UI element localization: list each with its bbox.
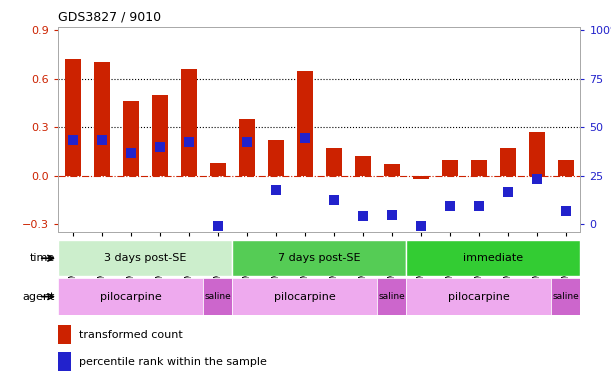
Text: transformed count: transformed count (79, 330, 183, 340)
Text: pilocarpine: pilocarpine (448, 291, 510, 302)
Bar (239, 119, 255, 176)
Bar (152, 95, 167, 176)
Bar (93, 63, 109, 176)
Bar (413, 176, 429, 179)
Text: 3 days post-SE: 3 days post-SE (104, 253, 186, 263)
Bar (355, 156, 371, 176)
Bar (297, 71, 313, 176)
Bar (65, 59, 81, 176)
Text: time: time (30, 253, 55, 263)
Bar (232, 240, 406, 276)
Text: percentile rank within the sample: percentile rank within the sample (79, 357, 267, 367)
Text: saline: saline (552, 292, 579, 301)
Text: GDS3827 / 9010: GDS3827 / 9010 (58, 10, 161, 23)
Text: pilocarpine: pilocarpine (100, 291, 161, 302)
Bar (406, 278, 552, 315)
Bar (471, 159, 487, 176)
Bar (268, 140, 284, 176)
Bar (529, 132, 545, 176)
Text: saline: saline (204, 292, 231, 301)
Bar (203, 278, 232, 315)
Bar (58, 352, 71, 371)
Bar (326, 148, 342, 176)
Bar (181, 69, 197, 176)
Text: immediate: immediate (463, 253, 524, 263)
Bar (232, 278, 378, 315)
Bar (384, 164, 400, 176)
Bar (58, 278, 203, 315)
Bar (377, 278, 406, 315)
Text: pilocarpine: pilocarpine (274, 291, 335, 302)
Bar (442, 159, 458, 176)
Text: agent: agent (23, 291, 55, 302)
Text: 7 days post-SE: 7 days post-SE (278, 253, 360, 263)
Bar (58, 240, 232, 276)
Bar (500, 148, 516, 176)
Bar (406, 240, 580, 276)
Bar (123, 101, 139, 176)
Bar (558, 159, 574, 176)
Bar (58, 325, 71, 344)
Text: saline: saline (378, 292, 405, 301)
Bar (210, 163, 225, 176)
Bar (551, 278, 580, 315)
